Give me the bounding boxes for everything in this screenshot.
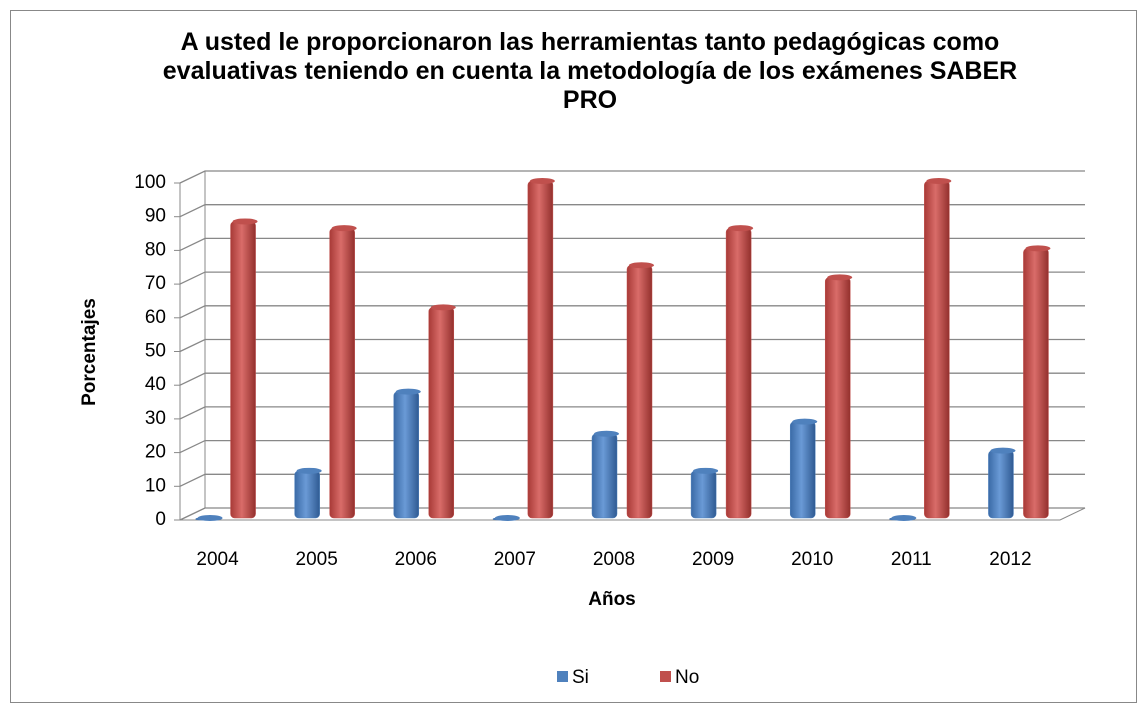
bar [690,470,717,519]
y-tick-label: 100 [134,172,166,193]
y-tick-label: 90 [145,206,166,227]
bar [591,433,618,519]
y-tick-label: 30 [145,408,166,429]
y-tick-label: 0 [155,509,166,530]
bar [725,227,752,519]
bar [1023,248,1049,519]
bar [294,470,320,519]
bar-cap [594,430,619,437]
bar [924,180,950,519]
bar-cap [232,218,258,225]
grid-line [179,338,1085,353]
bar-cap [891,515,917,521]
y-tick-label: 50 [145,341,166,362]
bar-cap [827,274,853,281]
grid-line [179,204,1085,218]
y-tick-label: 70 [145,273,166,294]
bar-cap [926,178,952,184]
y-tick-label: 40 [145,374,166,395]
legend: Si No [557,667,699,688]
x-tick-label: 2012 [989,549,1031,570]
bar [789,421,816,519]
grid-line [179,271,1085,285]
legend-label: No [675,667,699,688]
x-tick-label: 2010 [791,549,833,570]
bar [230,221,256,519]
bar-cap [197,515,223,521]
y-tick-label: 10 [145,475,166,496]
x-tick-label: 2011 [891,549,932,570]
bar [824,277,851,519]
grid-line [179,372,1085,386]
bar-cap [990,447,1016,454]
bar-cap [629,262,654,269]
bar [428,307,455,519]
y-tick-label: 80 [145,239,166,260]
legend-label: Si [572,667,589,688]
bar-cap [693,467,719,474]
x-tick-label: 2006 [395,549,437,570]
grid-line [179,170,1085,184]
bar-cap [395,388,421,395]
y-axis-label: Porcentajes [79,298,100,406]
bar [527,180,554,519]
bar [626,265,653,519]
x-tick-label: 2008 [593,549,635,570]
x-tick-label: 2005 [296,549,338,570]
bar-cap [792,418,818,425]
bar-cap [430,304,456,311]
y-tick-label: 20 [145,442,166,463]
bar-cap [1025,245,1051,252]
y-tick-label: 60 [145,307,166,328]
x-axis-label: Años [588,589,636,610]
legend-swatch [557,671,568,682]
bar [988,450,1014,519]
grid-line [179,237,1085,251]
bar-cap [529,178,555,184]
bar-cap [494,515,520,521]
grid-line [179,406,1085,420]
bar-cap [331,225,357,232]
title-box: A usted le proporcionaron las herramient… [162,28,1018,114]
bar-cap [728,225,754,232]
grid-line [179,305,1085,319]
bar [393,391,420,519]
bar-cap [296,467,322,474]
legend-swatch [660,671,671,682]
x-tick-label: 2007 [494,549,536,570]
bar [329,227,355,519]
x-tick-label: 2009 [692,549,734,570]
chart-title: A usted le proporcionaron las herramient… [162,28,1018,114]
x-tick-label: 2004 [196,549,239,570]
